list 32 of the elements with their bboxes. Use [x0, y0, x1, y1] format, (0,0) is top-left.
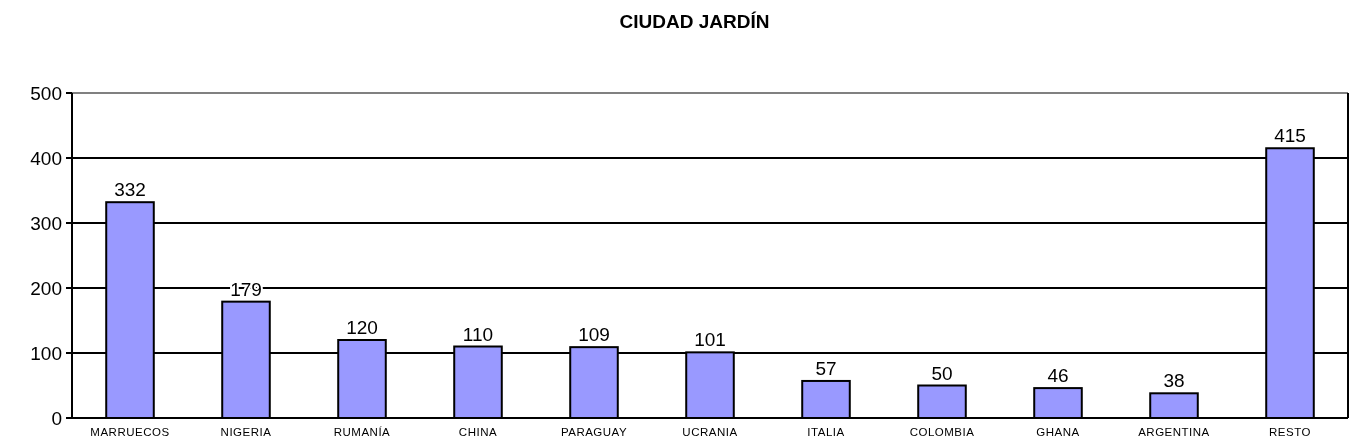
x-tick-label: RESTO	[1269, 426, 1311, 438]
data-label: 46	[1047, 365, 1069, 387]
bar	[917, 384, 967, 419]
data-label: 50	[931, 362, 953, 384]
y-tick-label: 0	[51, 407, 62, 429]
data-label: 101	[694, 329, 726, 351]
x-tick-label: MARRUECOS	[90, 426, 170, 438]
data-label: 110	[462, 323, 494, 345]
x-tick-label: RUMANÍA	[333, 426, 391, 438]
bar	[1033, 387, 1083, 419]
bar	[801, 379, 851, 419]
x-tick-label: UCRANIA	[682, 426, 738, 438]
bar	[1149, 392, 1199, 419]
y-tick-label: 300	[30, 212, 62, 234]
x-tick-label: GHANA	[1036, 426, 1080, 438]
chart-title: CIUDAD JARDÍN	[619, 11, 770, 32]
x-tick-label: ITALIA	[807, 426, 845, 438]
data-label: 109	[578, 324, 610, 346]
y-tick-label: 200	[30, 277, 62, 299]
y-tick-label: 400	[30, 147, 62, 169]
x-tick-label: NIGERIA	[220, 426, 272, 438]
data-label: 415	[1274, 125, 1306, 147]
y-tick-label: 100	[30, 342, 62, 364]
x-tick-label: CHINA	[458, 426, 498, 438]
data-label: 120	[346, 317, 378, 338]
y-tick-label: 500	[30, 82, 62, 104]
data-label: 57	[815, 357, 837, 379]
x-tick-label: COLOMBIA	[909, 426, 975, 438]
x-tick-label: ARGENTINA	[1138, 426, 1210, 438]
data-label: 332	[114, 179, 146, 201]
x-tick-label: PARAGUAY	[560, 426, 628, 438]
data-label: 38	[1163, 370, 1185, 392]
